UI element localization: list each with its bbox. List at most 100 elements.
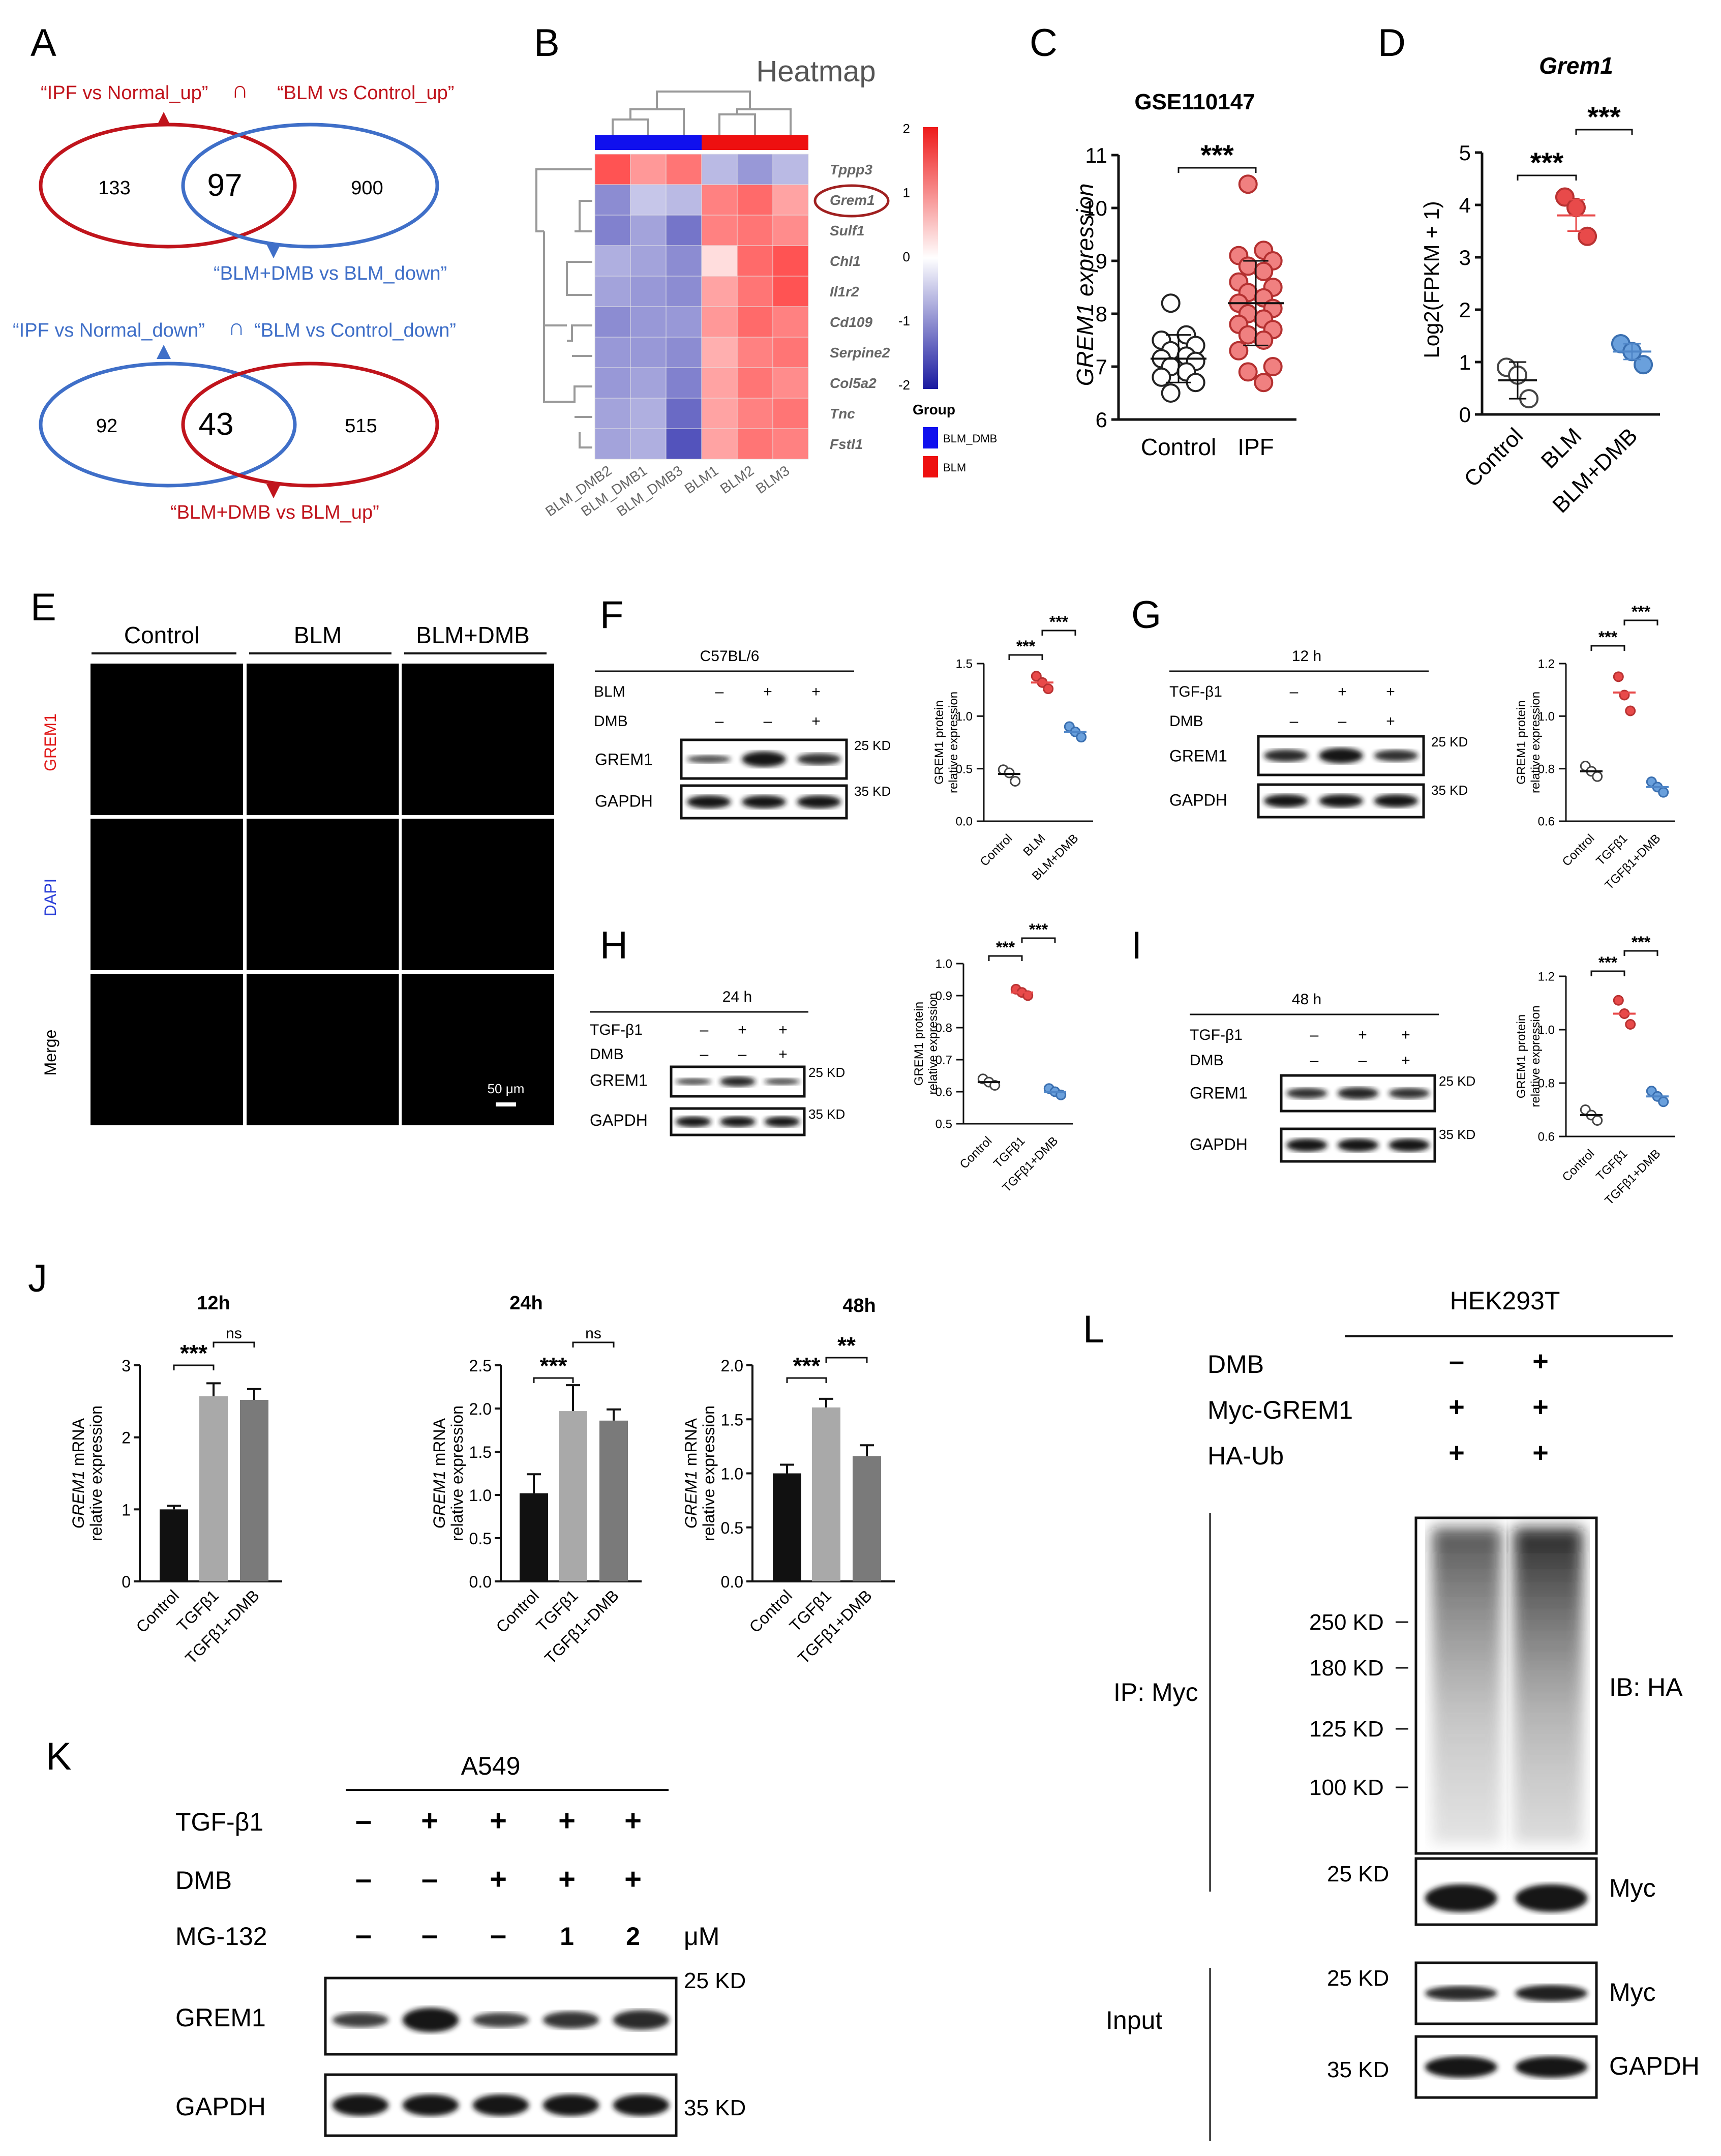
- panel-label-g: G: [1131, 593, 1161, 637]
- l-header: HEK293T: [1450, 1286, 1560, 1315]
- gene-label: Serpine2: [830, 345, 890, 361]
- bar: [199, 1396, 228, 1581]
- treatment-label: DMB: [1207, 1350, 1264, 1379]
- significance-bracket: [1575, 129, 1633, 135]
- data-point: [1254, 373, 1274, 393]
- heatmap-cell: [737, 245, 773, 277]
- gene-label: Col5a2: [830, 375, 877, 391]
- venn2-red-circle: [181, 362, 439, 488]
- venn1-left-title: “IPF vs Normal_up”: [41, 82, 208, 104]
- data-point: [1578, 226, 1597, 246]
- panel-label-h: H: [600, 924, 628, 967]
- venn2-left-title: “IPF vs Normal_down”: [13, 320, 205, 341]
- significance-label: ***: [540, 1353, 567, 1379]
- significance-bracket: [572, 1341, 615, 1348]
- treatment-sign: –: [421, 1919, 438, 1952]
- significance-label: ***: [1530, 146, 1564, 178]
- protein-band: [742, 751, 786, 767]
- heatmap-cell: [772, 367, 809, 399]
- group-bar-cell: [630, 135, 666, 150]
- data-point: [1161, 293, 1181, 313]
- y-tick-label: 0.8: [1538, 762, 1555, 776]
- treatment-sign: –: [700, 1022, 709, 1038]
- treatment-sign: +: [811, 713, 821, 730]
- heatmap-cell: [701, 398, 738, 429]
- group-label-blm-dmb: BLM_DMB: [943, 432, 997, 445]
- chart-ylabel-line2: relative expression: [1529, 692, 1543, 793]
- treatment-sign: +: [778, 1046, 788, 1063]
- heatmap-cell: [630, 398, 667, 429]
- protein-band: [1515, 1884, 1588, 1912]
- treatment-sign: +: [421, 1804, 438, 1837]
- chart-title: 48h: [842, 1295, 875, 1316]
- y-tick-label: 0: [1459, 403, 1471, 427]
- significance-bracket: [533, 1377, 574, 1383]
- legend-tick: 0: [903, 249, 910, 264]
- group-bar-cell: [666, 135, 702, 150]
- treatment-sign: +: [558, 1863, 576, 1896]
- y-tick-label: 2.0: [469, 1400, 492, 1418]
- blot-header: C57BL/6: [700, 648, 760, 665]
- heatmap-cell: [666, 306, 702, 338]
- gene-label: Grem1: [830, 192, 875, 208]
- venn-diagram-1: “IPF vs Normal_up” ∩ “BLM vs Control_up”…: [39, 76, 454, 284]
- y-tick-label: 0.0: [721, 1573, 743, 1591]
- data-point: [1625, 1019, 1636, 1030]
- panel-label-d: D: [1378, 21, 1406, 65]
- panel-h: H 24 h TGF-β1 – + + DMB – – + GREM1 25 KD GAPDH 35 KD…: [590, 920, 1073, 1195]
- x-tick-label: Control: [1141, 434, 1216, 460]
- legend-ticks: 2 1 0 -1 -2: [898, 121, 910, 393]
- heatmap-cell: [772, 245, 809, 277]
- y-tick-label: 0.6: [1538, 1130, 1555, 1144]
- y-tick-label: 0.7: [935, 1054, 952, 1067]
- group-swatch-blm: [923, 456, 938, 477]
- treatment-sign: –: [355, 1804, 372, 1837]
- blot-label: GREM1: [595, 750, 653, 768]
- treatment-sign: –: [1449, 1346, 1464, 1376]
- micrograph-texture: [90, 974, 243, 1125]
- heatmap-cell: [594, 184, 631, 216]
- row-label-merge: Merge: [41, 1030, 59, 1076]
- treatment-sign: –: [715, 713, 724, 730]
- x-tick-label: IPF: [1237, 434, 1274, 460]
- significance-bracket: [1623, 619, 1658, 625]
- blot-label: GAPDH: [595, 792, 653, 811]
- group-bar-cell: [773, 135, 808, 150]
- treatment-sign: +: [1532, 1346, 1549, 1376]
- data-point: [1254, 331, 1274, 350]
- heatmap-cell: [772, 398, 809, 429]
- mw-marker: 25 KD: [1431, 734, 1468, 750]
- protein-band: [1263, 749, 1308, 762]
- protein-band: [332, 2094, 389, 2116]
- x-tick-label: Control: [1560, 1147, 1597, 1184]
- panel-e: E Control BLM BLM+DMB GREM1 DAPI Merge 5…: [31, 586, 555, 1126]
- treatment-sign: +: [558, 1804, 576, 1837]
- data-point: [1592, 771, 1603, 782]
- panels-f-g-h-i: F C57BL/6 BLM – + + DMB – – + GREM1 25 KD GAPDH 35 KD…: [590, 593, 1675, 1208]
- data-point: [1658, 1096, 1669, 1107]
- venn1-red-circle: [39, 123, 297, 249]
- panel-k: K A549 TGF-β1 – + + + + DMB – – + + + MG-132 – – – 1 2 μM G…: [46, 1735, 746, 2137]
- data-point: [1229, 341, 1249, 361]
- mw-marker: 125 KD: [1309, 1717, 1384, 1742]
- protein-band: [542, 2094, 599, 2116]
- heatmap-cell: [772, 306, 809, 338]
- significance-label: ***: [180, 1340, 207, 1366]
- concentration-unit: μM: [684, 1922, 719, 1951]
- protein-band: [742, 795, 786, 809]
- chart-ylabel-line2: relative expression: [947, 692, 960, 793]
- data-point: [1152, 367, 1171, 387]
- protein-band: [472, 2013, 529, 2027]
- venn2-intersection-count: 43: [199, 407, 234, 442]
- heatmap-cell: [666, 428, 702, 460]
- group-legend-title: Group: [913, 402, 955, 417]
- protein-band: [720, 1076, 756, 1087]
- chart-ylabel-line1: GREM1 mRNA: [69, 1418, 87, 1529]
- y-tick-label: 2: [122, 1429, 131, 1447]
- treatment-sign: –: [700, 1046, 709, 1063]
- chart-g: GREM1 protein relative expression 0.6 0.8 1.…: [1515, 603, 1675, 892]
- protein-band: [1337, 1087, 1379, 1099]
- mw-marker: 35 KD: [1431, 783, 1468, 798]
